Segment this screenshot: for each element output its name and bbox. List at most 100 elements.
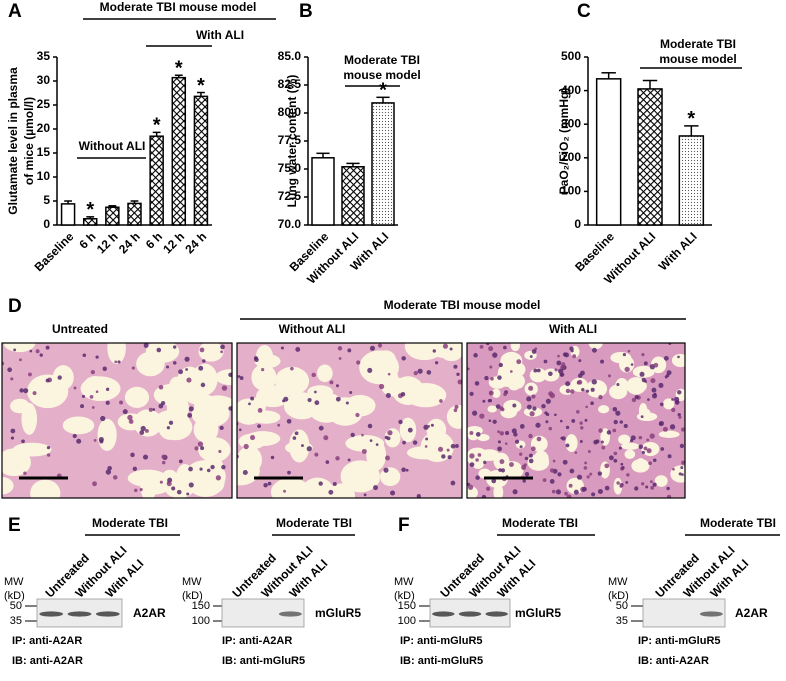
nucleus [556, 360, 562, 366]
nucleus [325, 460, 330, 464]
nucleus [361, 433, 364, 437]
annotation: With ALI [196, 28, 244, 42]
nucleus [653, 392, 657, 396]
nucleus [581, 387, 585, 392]
nucleus [648, 461, 653, 466]
annotation: mouse model [343, 68, 420, 82]
nucleus [161, 454, 166, 459]
nucleus [622, 352, 627, 357]
nucleus [644, 380, 647, 383]
ib-label: IB: anti-mGluR5 [400, 655, 483, 667]
nucleus [254, 356, 258, 360]
nucleus [131, 366, 135, 370]
nucleus [580, 370, 585, 376]
y-tick-label: 200 [561, 150, 581, 164]
nucleus [590, 387, 595, 392]
nucleus [591, 492, 596, 497]
nucleus [503, 345, 507, 350]
nucleus [294, 431, 299, 436]
nucleus [117, 360, 121, 364]
nucleus [498, 362, 503, 368]
nucleus [528, 458, 534, 464]
error-bar [376, 96, 390, 103]
nucleus [662, 426, 668, 432]
bar [311, 157, 335, 226]
nucleus [552, 459, 556, 463]
bar [105, 206, 120, 226]
y-tick-label: 70.0 [278, 217, 302, 231]
nucleus [638, 444, 644, 449]
alveolus [345, 435, 385, 452]
nucleus [200, 382, 206, 388]
nucleus [524, 472, 530, 477]
y-axis-title: PaO₂/FiO₂ (mmHg) [557, 88, 571, 195]
nucleus [639, 371, 645, 377]
micrograph [237, 343, 462, 498]
nucleus [350, 432, 355, 438]
nucleus [515, 439, 520, 444]
y-tick-label: 15 [37, 145, 51, 159]
nucleus [579, 439, 583, 443]
nucleus [114, 360, 118, 364]
nucleus [577, 379, 583, 385]
nucleus [237, 375, 241, 378]
nucleus [573, 489, 579, 495]
nucleus [250, 396, 255, 401]
nucleus [499, 431, 505, 436]
nucleus [306, 446, 312, 452]
nucleus [576, 474, 583, 480]
nucleus [250, 435, 256, 441]
nucleus [488, 346, 494, 352]
group-header: Moderate TBI [502, 516, 578, 530]
nucleus [401, 356, 406, 361]
nucleus [329, 380, 334, 385]
band-label: mGluR5 [315, 606, 361, 620]
nucleus [384, 435, 389, 440]
nucleus [572, 354, 577, 359]
nucleus [663, 355, 669, 361]
nucleus [45, 378, 50, 383]
y-tick-label: 100 [561, 184, 581, 198]
nucleus [345, 401, 349, 405]
nucleus [383, 467, 389, 473]
nucleus [544, 411, 548, 415]
nucleus [197, 441, 204, 447]
nucleus [143, 343, 149, 348]
nucleus [490, 376, 494, 381]
nucleus [528, 453, 533, 458]
alveolus [503, 360, 526, 379]
nucleus [595, 439, 600, 444]
nucleus [497, 446, 502, 452]
panel-label: E [8, 515, 21, 536]
alveolus [566, 477, 584, 495]
nucleus [548, 371, 553, 377]
nucleus [492, 419, 497, 424]
nucleus [295, 346, 301, 352]
nucleus [95, 390, 99, 394]
nucleus [653, 362, 659, 368]
image-title: Untreated [52, 322, 108, 336]
nucleus [529, 355, 533, 358]
nucleus [127, 414, 133, 421]
alveolus [340, 460, 380, 493]
nucleus [402, 440, 406, 445]
x-tick-label: Baseline [32, 229, 77, 274]
nucleus [72, 433, 77, 439]
alveolus [21, 402, 38, 435]
nucleus [152, 408, 156, 411]
nucleus [536, 436, 542, 442]
y-tick-label: 30 [37, 73, 51, 87]
nucleus [482, 399, 486, 403]
alveolus [274, 366, 310, 396]
nucleus [439, 399, 443, 403]
nucleus [166, 426, 171, 430]
nucleus [587, 449, 591, 454]
y-tick-label: 300 [561, 116, 581, 130]
nucleus [565, 388, 571, 394]
nucleus [202, 359, 206, 363]
nucleus [413, 371, 418, 376]
nucleus [660, 447, 665, 451]
alveolus [107, 343, 126, 365]
alveolus [598, 405, 610, 414]
alveolus [565, 434, 578, 453]
